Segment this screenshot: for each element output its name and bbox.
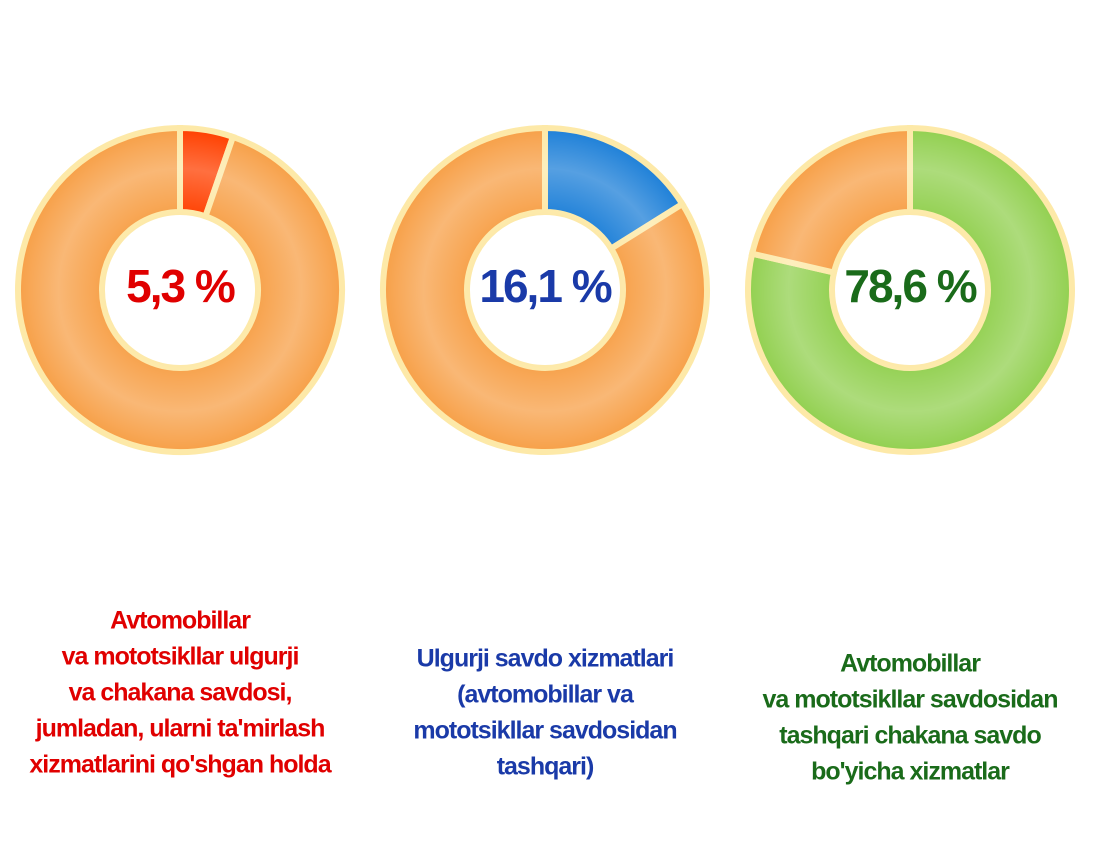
category-label: tashqari chakana savdo bbox=[779, 722, 1041, 750]
category-label: va mototsikllar ulgurji bbox=[62, 643, 299, 671]
category-label: Ulgurji savdo xizmatlari bbox=[417, 645, 674, 673]
category-label: tashqari) bbox=[497, 753, 594, 781]
category-label: mototsikllar savdosidan bbox=[413, 717, 676, 745]
category-label: Avtomobillar bbox=[840, 650, 981, 678]
category-label: jumladan, ularni ta'mirlash bbox=[35, 715, 325, 743]
value-label: 78,6 % bbox=[844, 260, 976, 312]
category-label: va chakana savdosi, bbox=[69, 679, 292, 707]
category-label: xizmatlarini qo'shgan holda bbox=[29, 751, 332, 779]
donut-segment bbox=[748, 124, 913, 277]
value-label: 5,3 % bbox=[126, 260, 235, 312]
value-label: 16,1 % bbox=[479, 260, 611, 312]
category-label: bo'yicha xizmatlar bbox=[811, 758, 1010, 786]
category-label: va mototsikllar savdosidan bbox=[763, 686, 1058, 714]
category-label: (avtomobillar va bbox=[457, 681, 635, 709]
category-label: Avtomobillar bbox=[110, 607, 251, 635]
